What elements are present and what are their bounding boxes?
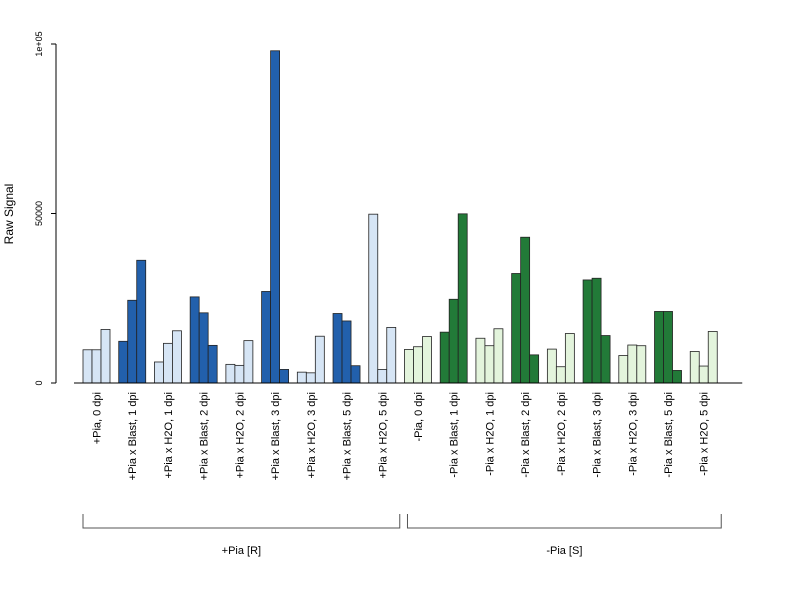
y-axis: 0 50000 1e+05 bbox=[34, 31, 57, 386]
bar bbox=[296, 371, 307, 384]
bar bbox=[91, 349, 102, 384]
bar bbox=[368, 213, 379, 384]
x-tick-label: +Pia, 0 dpi bbox=[92, 392, 104, 444]
bar bbox=[484, 345, 495, 384]
x-tick-label: -Pia x H2O, 2 dpi bbox=[556, 392, 568, 476]
bar bbox=[413, 346, 423, 384]
bar bbox=[564, 333, 575, 384]
x-tick-label: -Pia x Blast, 1 dpi bbox=[449, 392, 461, 478]
bar bbox=[136, 259, 147, 384]
bar bbox=[243, 340, 254, 384]
bar bbox=[350, 365, 361, 384]
x-tick-label: +Pia x H2O, 1 dpi bbox=[163, 392, 175, 479]
x-tick-label: -Pia x Blast, 3 dpi bbox=[592, 392, 604, 478]
bar bbox=[377, 369, 388, 384]
bar bbox=[341, 320, 352, 384]
bar bbox=[314, 335, 325, 384]
bar bbox=[154, 361, 164, 384]
bar bbox=[404, 349, 414, 384]
bar bbox=[672, 370, 682, 384]
y-tick-label: 50000 bbox=[34, 201, 44, 226]
bar bbox=[386, 326, 397, 384]
bar bbox=[663, 311, 673, 384]
group-label: -Pia [S] bbox=[546, 545, 582, 557]
x-tick-label: -Pia x H2O, 1 dpi bbox=[484, 392, 496, 476]
bar bbox=[234, 364, 245, 384]
bar bbox=[118, 340, 129, 384]
group-brackets: +Pia [R] -Pia [S] bbox=[82, 514, 722, 557]
y-tick-label: 0 bbox=[34, 380, 44, 385]
x-tick-label: -Pia x H2O, 5 dpi bbox=[699, 392, 711, 476]
bar bbox=[636, 345, 647, 384]
x-tick-label: +Pia x H2O, 5 dpi bbox=[377, 392, 389, 479]
group-bracket bbox=[406, 514, 722, 529]
bar bbox=[82, 349, 93, 384]
x-tick-label: -Pia x Blast, 5 dpi bbox=[663, 392, 675, 478]
x-tick-label: -Pia x Blast, 2 dpi bbox=[520, 392, 532, 478]
bar bbox=[582, 279, 593, 384]
bar bbox=[100, 329, 111, 384]
bar bbox=[332, 313, 343, 384]
bar bbox=[511, 273, 522, 384]
x-tick-label: +Pia x Blast, 2 dpi bbox=[199, 392, 211, 480]
bar bbox=[198, 312, 209, 384]
bar bbox=[189, 296, 200, 384]
bar bbox=[457, 213, 468, 384]
bar bbox=[270, 50, 281, 384]
y-tick-label: 1e+05 bbox=[34, 31, 44, 56]
x-tick-label: +Pia x H2O, 3 dpi bbox=[306, 392, 318, 479]
bar bbox=[279, 369, 290, 384]
x-tick-labels: +Pia, 0 dpi +Pia x Blast, 1 dpi +Pia x H2O… bbox=[92, 392, 711, 480]
x-tick-label: +Pia x Blast, 1 dpi bbox=[127, 392, 139, 480]
bar bbox=[529, 354, 540, 384]
x-tick-label: +Pia x Blast, 5 dpi bbox=[342, 392, 354, 480]
y-axis-label: Raw Signal bbox=[2, 184, 16, 245]
bar bbox=[618, 355, 629, 384]
bar bbox=[225, 363, 236, 384]
group-bracket bbox=[82, 514, 401, 529]
bar-series bbox=[82, 50, 718, 384]
bar bbox=[448, 298, 459, 384]
x-tick-label: -Pia x H2O, 3 dpi bbox=[627, 392, 639, 476]
bar bbox=[555, 366, 566, 384]
bar bbox=[520, 236, 531, 384]
bar bbox=[627, 344, 638, 384]
bar bbox=[707, 331, 718, 384]
bar bbox=[698, 365, 709, 384]
bar bbox=[689, 351, 700, 384]
bar bbox=[305, 372, 316, 384]
bar bbox=[546, 348, 557, 384]
bar bbox=[172, 330, 182, 384]
bar bbox=[654, 311, 664, 384]
bar bbox=[422, 336, 432, 384]
bar bbox=[127, 299, 138, 384]
bar bbox=[591, 277, 602, 384]
bar bbox=[439, 331, 450, 384]
x-tick-label: +Pia x Blast, 3 dpi bbox=[270, 392, 282, 480]
bar bbox=[207, 344, 218, 384]
x-tick-label: +Pia x H2O, 2 dpi bbox=[234, 392, 246, 479]
group-label: +Pia [R] bbox=[222, 545, 261, 557]
bar bbox=[493, 328, 504, 384]
x-tick-label: -Pia, 0 dpi bbox=[413, 392, 425, 442]
bar bbox=[261, 291, 272, 384]
bar bbox=[163, 342, 173, 384]
bar bbox=[475, 337, 486, 384]
bar bbox=[600, 335, 611, 384]
